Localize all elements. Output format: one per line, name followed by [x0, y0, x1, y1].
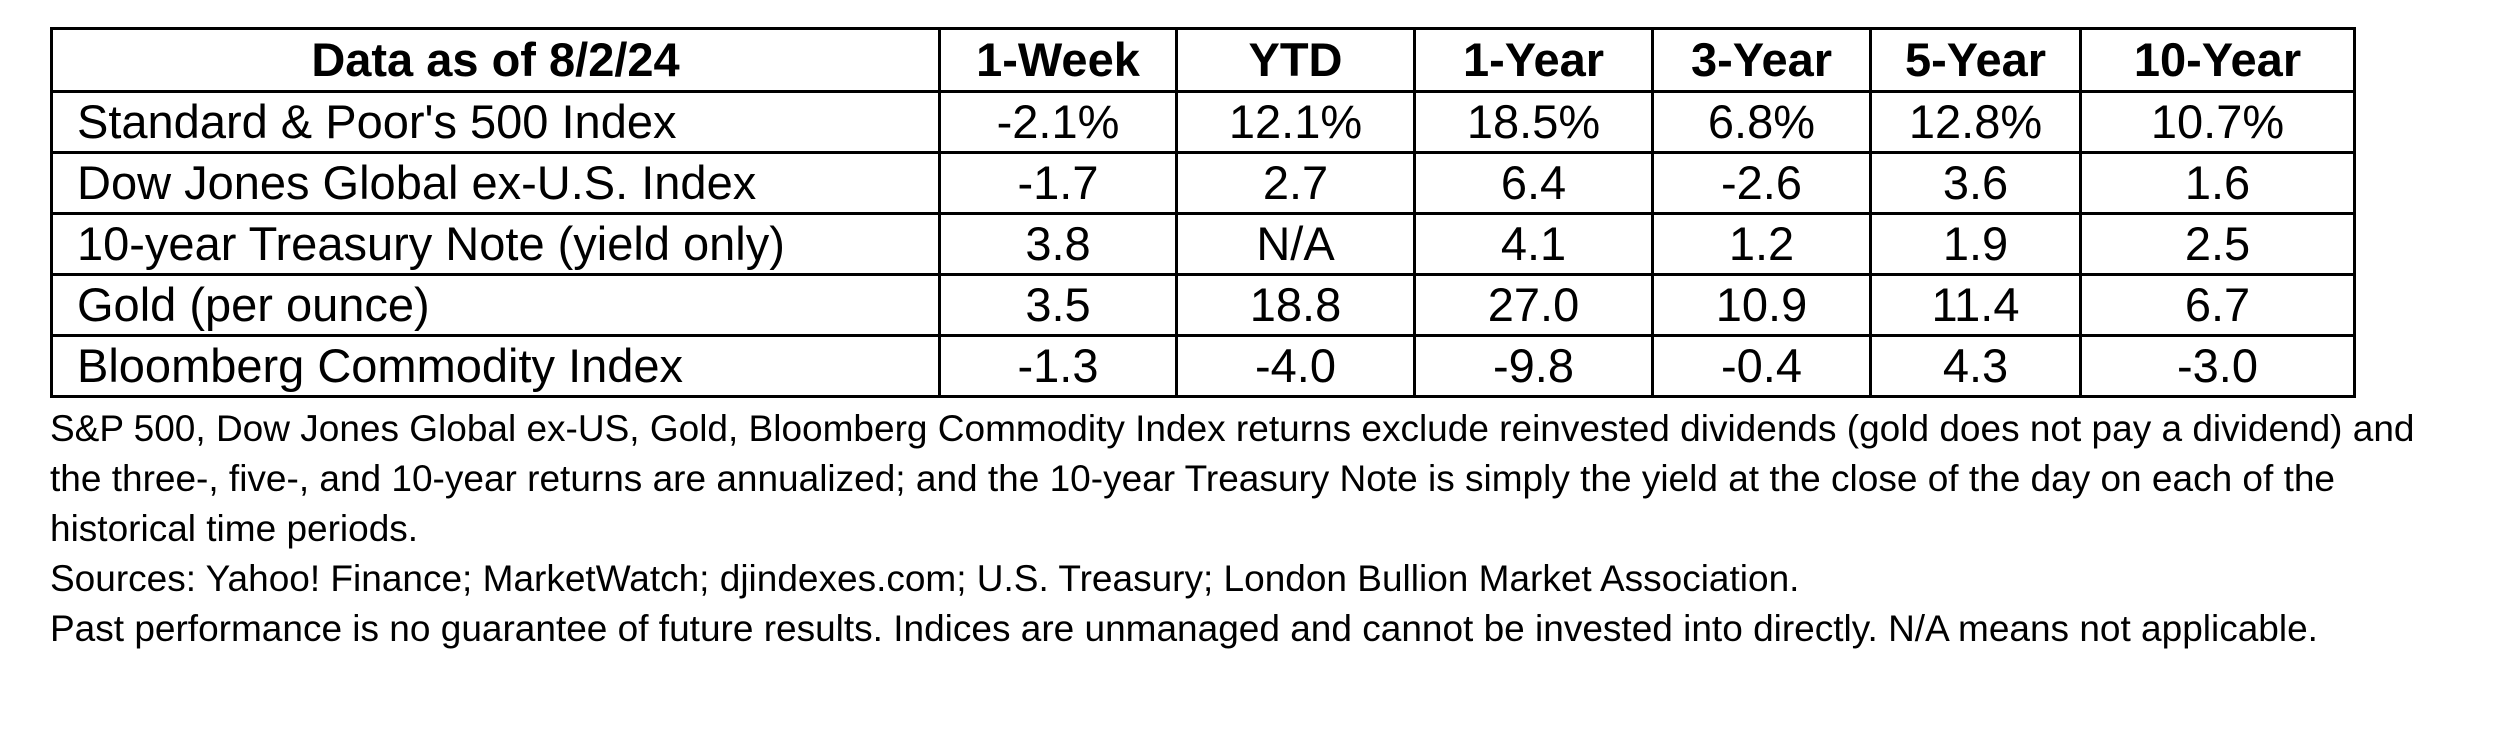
header-1-year: 1-Year — [1413, 27, 1654, 93]
row-label: Standard & Poor's 500 Index — [50, 90, 941, 154]
cell-1-week: -1.7 — [938, 151, 1178, 215]
cell-3-year: -2.6 — [1651, 151, 1872, 215]
cell-5-year: 3.6 — [1869, 151, 2082, 215]
cell-3-year: 10.9 — [1651, 273, 1872, 337]
row-label: Gold (per ounce) — [50, 273, 941, 337]
cell-1-year: 4.1 — [1413, 212, 1654, 276]
cell-1-year: 27.0 — [1413, 273, 1654, 337]
footnotes: S&P 500, Dow Jones Global ex-US, Gold, B… — [50, 404, 2460, 654]
header-ytd: YTD — [1175, 27, 1416, 93]
header-data-as-of: Data as of 8/2/24 — [50, 27, 941, 93]
table-header-row: Data as of 8/2/24 1-Week YTD 1-Year 3-Ye… — [50, 27, 2356, 93]
header-10-year: 10-Year — [2079, 27, 2356, 93]
table-row: Gold (per ounce) 3.5 18.8 27.0 10.9 11.4… — [50, 273, 2356, 337]
table-row: Bloomberg Commodity Index -1.3 -4.0 -9.8… — [50, 334, 2356, 398]
cell-ytd: 2.7 — [1175, 151, 1416, 215]
cell-ytd: 18.8 — [1175, 273, 1416, 337]
row-label: 10-year Treasury Note (yield only) — [50, 212, 941, 276]
cell-5-year: 12.8% — [1869, 90, 2082, 154]
header-5-year: 5-Year — [1869, 27, 2082, 93]
cell-3-year: -0.4 — [1651, 334, 1872, 398]
cell-5-year: 4.3 — [1869, 334, 2082, 398]
table-row: 10-year Treasury Note (yield only) 3.8 N… — [50, 212, 2356, 276]
cell-10-year: -3.0 — [2079, 334, 2356, 398]
cell-ytd: N/A — [1175, 212, 1416, 276]
cell-1-year: -9.8 — [1413, 334, 1654, 398]
cell-5-year: 11.4 — [1869, 273, 2082, 337]
header-3-year: 3-Year — [1651, 27, 1872, 93]
market-returns-document: Data as of 8/2/24 1-Week YTD 1-Year 3-Ye… — [50, 27, 2470, 654]
methodology-note: S&P 500, Dow Jones Global ex-US, Gold, B… — [50, 408, 2415, 549]
returns-table: Data as of 8/2/24 1-Week YTD 1-Year 3-Ye… — [50, 27, 2356, 398]
cell-1-week: 3.8 — [938, 212, 1178, 276]
cell-5-year: 1.9 — [1869, 212, 2082, 276]
cell-1-week: -2.1% — [938, 90, 1178, 154]
cell-10-year: 10.7% — [2079, 90, 2356, 154]
disclaimer-note: Past performance is no guarantee of futu… — [50, 608, 2318, 649]
table-row: Dow Jones Global ex-U.S. Index -1.7 2.7 … — [50, 151, 2356, 215]
sources-note: Sources: Yahoo! Finance; MarketWatch; dj… — [50, 558, 1800, 599]
cell-ytd: -4.0 — [1175, 334, 1416, 398]
cell-1-year: 6.4 — [1413, 151, 1654, 215]
cell-1-week: -1.3 — [938, 334, 1178, 398]
cell-10-year: 6.7 — [2079, 273, 2356, 337]
cell-ytd: 12.1% — [1175, 90, 1416, 154]
table-row: Standard & Poor's 500 Index -2.1% 12.1% … — [50, 90, 2356, 154]
row-label: Bloomberg Commodity Index — [50, 334, 941, 398]
cell-1-year: 18.5% — [1413, 90, 1654, 154]
cell-3-year: 1.2 — [1651, 212, 1872, 276]
cell-10-year: 1.6 — [2079, 151, 2356, 215]
cell-10-year: 2.5 — [2079, 212, 2356, 276]
cell-1-week: 3.5 — [938, 273, 1178, 337]
row-label: Dow Jones Global ex-U.S. Index — [50, 151, 941, 215]
cell-3-year: 6.8% — [1651, 90, 1872, 154]
header-1-week: 1-Week — [938, 27, 1178, 93]
